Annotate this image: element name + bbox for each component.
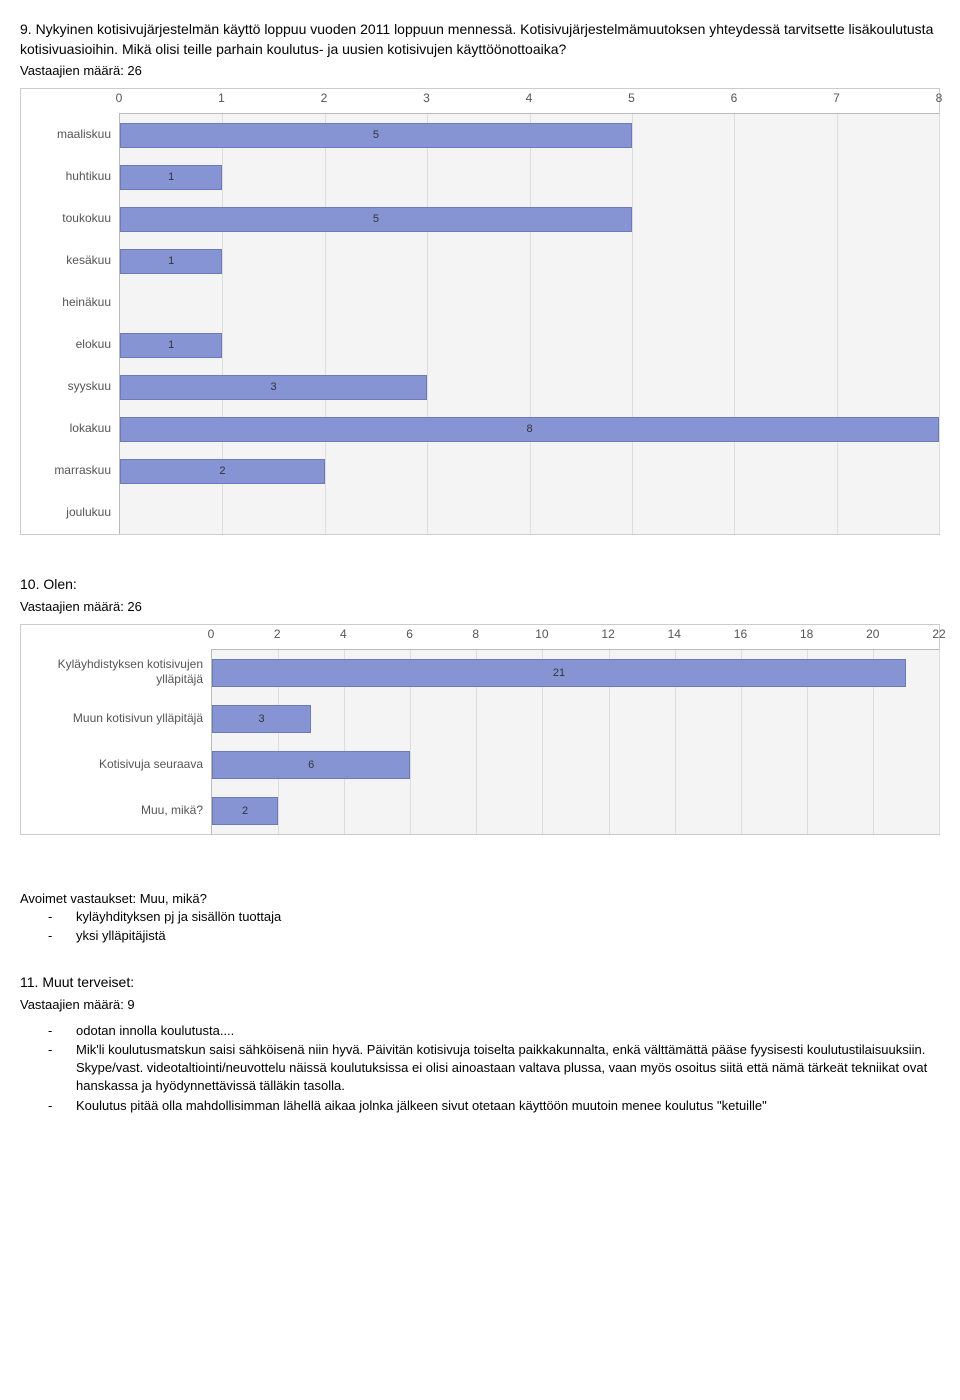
open-answer-item: Koulutus pitää olla mahdollisimman lähel… bbox=[20, 1097, 940, 1115]
category-label: syyskuu bbox=[21, 365, 119, 407]
bar: 2 bbox=[212, 797, 278, 825]
axis-tick: 6 bbox=[731, 91, 738, 105]
q10-open-list: kyläyhdityksen pj ja sisällön tuottajayk… bbox=[20, 908, 940, 945]
axis-tick: 8 bbox=[936, 91, 943, 105]
bar: 6 bbox=[212, 751, 410, 779]
bar-value: 1 bbox=[168, 339, 174, 351]
chart-axis: 012345678 bbox=[21, 89, 939, 113]
axis-tick: 2 bbox=[321, 91, 328, 105]
category-label: heinäkuu bbox=[21, 281, 119, 323]
open-answer-item: kyläyhdityksen pj ja sisällön tuottaja bbox=[20, 908, 940, 926]
q10-open-title: Avoimet vastaukset: Muu, mikä? bbox=[20, 891, 940, 906]
bar-row: 3 bbox=[212, 696, 939, 742]
grid-line bbox=[939, 650, 940, 834]
bar-value: 3 bbox=[259, 713, 265, 725]
bar-row: 1 bbox=[120, 156, 939, 198]
bar-row: 5 bbox=[120, 114, 939, 156]
bar-row: 1 bbox=[120, 240, 939, 282]
axis-tick: 1 bbox=[218, 91, 225, 105]
category-label: huhtikuu bbox=[21, 155, 119, 197]
axis-tick: 2 bbox=[274, 627, 281, 641]
axis-tick: 22 bbox=[932, 627, 945, 641]
bar-value: 21 bbox=[553, 667, 565, 679]
axis-tick: 0 bbox=[116, 91, 123, 105]
axis-tick: 7 bbox=[833, 91, 840, 105]
bar-row bbox=[120, 282, 939, 324]
bar-value: 1 bbox=[168, 171, 174, 183]
bar-value: 3 bbox=[271, 381, 277, 393]
category-label: toukokuu bbox=[21, 197, 119, 239]
bar: 5 bbox=[120, 123, 632, 148]
category-label: Muun kotisivun ylläpitäjä bbox=[21, 695, 211, 741]
bar-row bbox=[120, 492, 939, 534]
bar-value: 5 bbox=[373, 129, 379, 141]
axis-tick: 4 bbox=[526, 91, 533, 105]
bar-row: 1 bbox=[120, 324, 939, 366]
q9-respondents: Vastaajien määrä: 26 bbox=[20, 63, 940, 78]
bar-value: 8 bbox=[526, 423, 532, 435]
q10-title: 10. Olen: bbox=[20, 575, 940, 595]
bar: 3 bbox=[120, 375, 427, 400]
axis-tick: 16 bbox=[734, 627, 747, 641]
bar-row: 3 bbox=[120, 366, 939, 408]
axis-tick: 18 bbox=[800, 627, 813, 641]
bar: 1 bbox=[120, 165, 222, 190]
bar: 2 bbox=[120, 459, 325, 484]
category-label: kesäkuu bbox=[21, 239, 119, 281]
bar: 21 bbox=[212, 659, 906, 687]
bar-value: 2 bbox=[219, 465, 225, 477]
bar-value: 6 bbox=[308, 759, 314, 771]
q10-respondents: Vastaajien määrä: 26 bbox=[20, 599, 940, 614]
bar: 5 bbox=[120, 207, 632, 232]
axis-tick: 3 bbox=[423, 91, 430, 105]
category-label: lokakuu bbox=[21, 407, 119, 449]
category-label: Kyläyhdistyksen kotisivujen ylläpitäjä bbox=[21, 649, 211, 695]
q9-title: 9. Nykyinen kotisivujärjestelmän käyttö … bbox=[20, 20, 940, 59]
axis-tick: 5 bbox=[628, 91, 635, 105]
category-label: marraskuu bbox=[21, 449, 119, 491]
category-label: maaliskuu bbox=[21, 113, 119, 155]
axis-tick: 14 bbox=[668, 627, 681, 641]
bar-row: 5 bbox=[120, 198, 939, 240]
bar: 1 bbox=[120, 333, 222, 358]
bar-row: 2 bbox=[120, 450, 939, 492]
q11-respondents: Vastaajien määrä: 9 bbox=[20, 997, 940, 1012]
q9-chart: 0 1 2 3 4 5 6 7 8 maaliskuuhuhtikuutoukokuukesäku… bbox=[20, 88, 940, 535]
open-answer-item: Mik'li koulutusmatskun saisi sähköisenä … bbox=[20, 1041, 940, 1096]
bar-value: 2 bbox=[242, 805, 248, 817]
axis-tick: 12 bbox=[601, 627, 614, 641]
bar-row: 8 bbox=[120, 408, 939, 450]
category-label: Kotisivuja seuraava bbox=[21, 741, 211, 787]
axis-tick: 10 bbox=[535, 627, 548, 641]
bar-row: 21 bbox=[212, 650, 939, 696]
bar: 3 bbox=[212, 705, 311, 733]
open-answer-item: yksi ylläpitäjistä bbox=[20, 927, 940, 945]
axis-tick: 8 bbox=[472, 627, 479, 641]
grid-line bbox=[939, 114, 940, 534]
q11-title: 11. Muut terveiset: bbox=[20, 973, 940, 993]
axis-tick: 20 bbox=[866, 627, 879, 641]
q10-chart: 0246810121416182022Kyläyhdistyksen kotis… bbox=[20, 624, 940, 835]
category-label: elokuu bbox=[21, 323, 119, 365]
bar-value: 1 bbox=[168, 255, 174, 267]
axis-tick: 0 bbox=[208, 627, 215, 641]
category-label: joulukuu bbox=[21, 491, 119, 533]
bar-value: 5 bbox=[373, 213, 379, 225]
category-label: Muu, mikä? bbox=[21, 787, 211, 833]
bar: 8 bbox=[120, 417, 939, 442]
bar: 1 bbox=[120, 249, 222, 274]
bar-row: 2 bbox=[212, 788, 939, 834]
bar-row: 6 bbox=[212, 742, 939, 788]
axis-tick: 4 bbox=[340, 627, 347, 641]
chart-axis: 0246810121416182022 bbox=[21, 625, 939, 649]
axis-tick: 6 bbox=[406, 627, 413, 641]
q11-open-list: odotan innolla koulutusta....Mik'li koul… bbox=[20, 1022, 940, 1115]
open-answer-item: odotan innolla koulutusta.... bbox=[20, 1022, 940, 1040]
